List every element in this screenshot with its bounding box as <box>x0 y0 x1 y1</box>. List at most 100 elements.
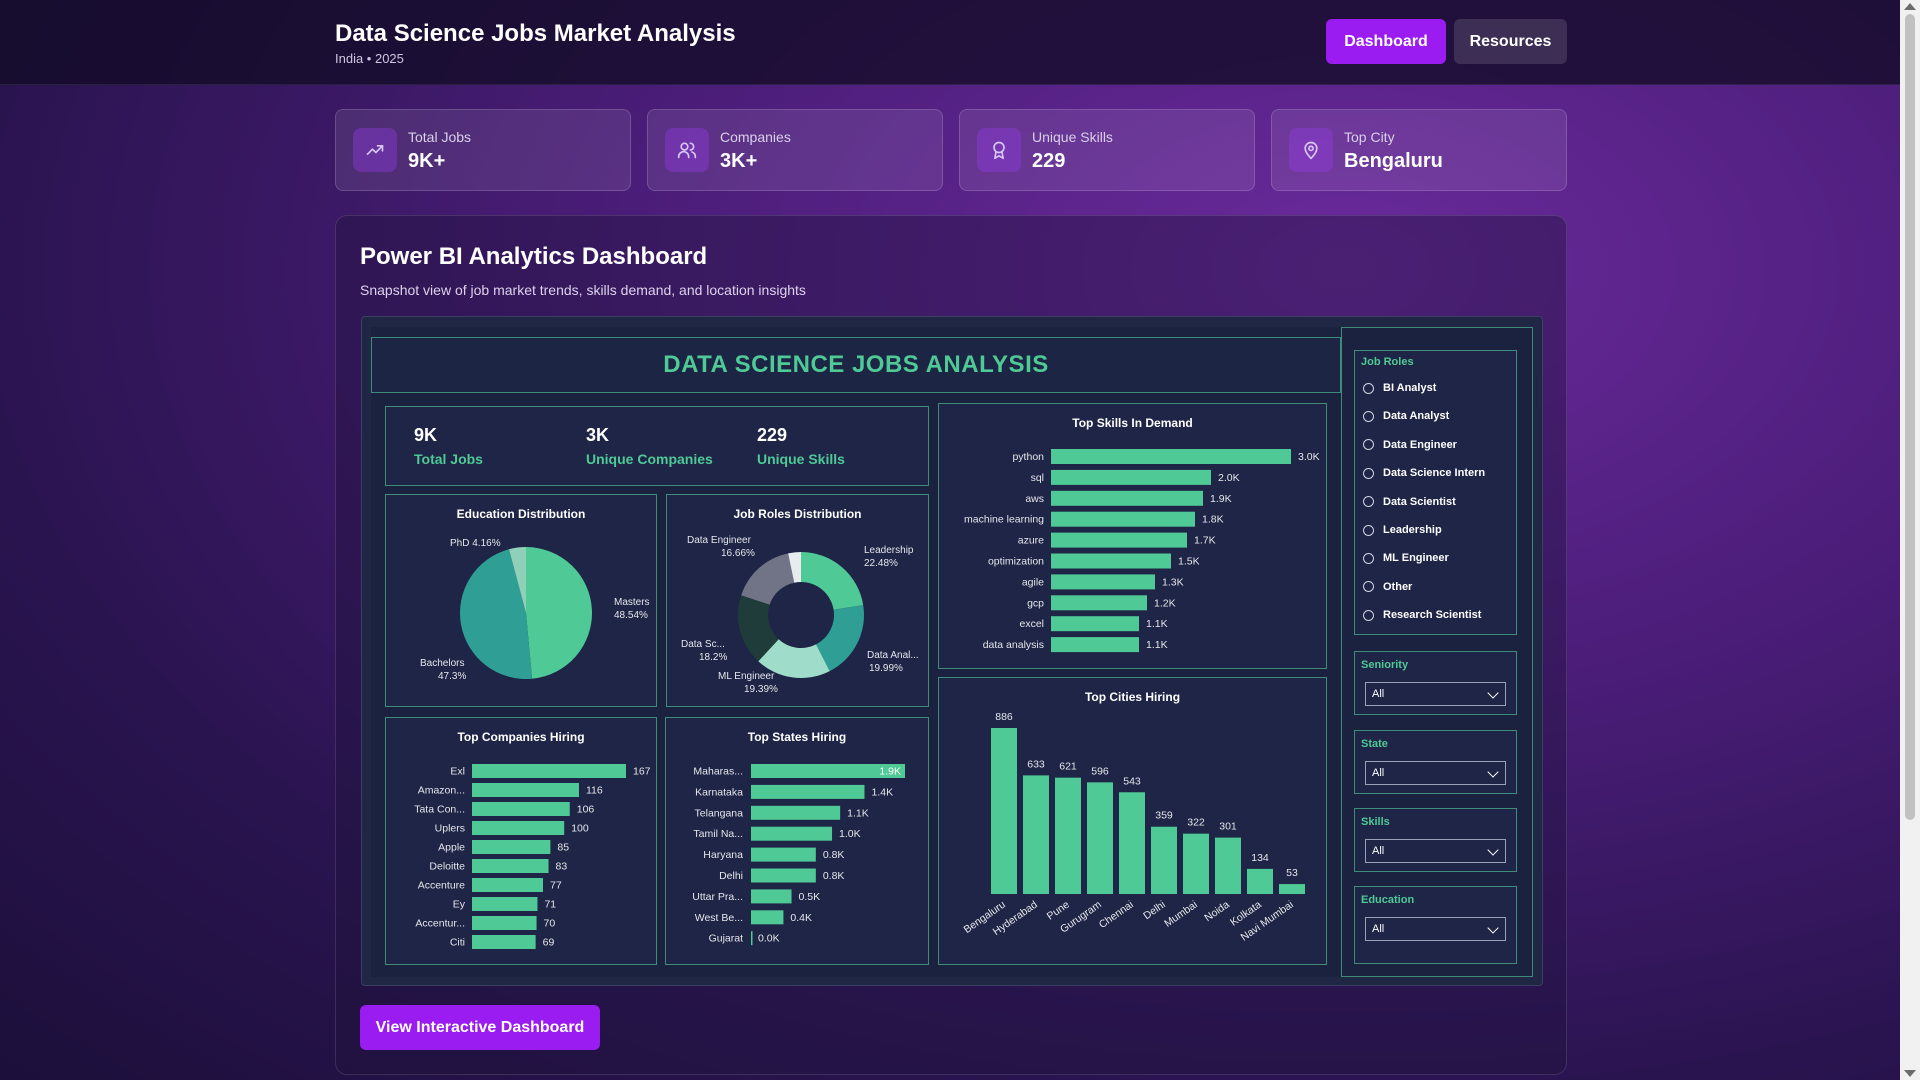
seniority-dropdown[interactable]: All <box>1365 682 1506 706</box>
radio-button-icon[interactable] <box>1363 382 1374 394</box>
job-role-option[interactable]: Leadership <box>1363 521 1442 539</box>
seniority-slicer: Seniority All <box>1354 651 1517 715</box>
slice-label: PhD 4.16% <box>450 538 501 549</box>
slice-label: Data Sc... <box>681 639 725 650</box>
scroll-thumb[interactable] <box>1905 14 1915 820</box>
kpi-label: Unique Companies <box>586 451 713 467</box>
bar-value-label: 1.1K <box>1146 618 1168 630</box>
radio-button-icon[interactable] <box>1363 581 1374 593</box>
radio-button-icon[interactable] <box>1363 439 1374 451</box>
job-role-option[interactable]: Other <box>1363 578 1412 596</box>
job-role-option[interactable]: Data Science Intern <box>1363 464 1485 482</box>
column-bar <box>991 728 1017 894</box>
bar-category-label: optimization <box>988 556 1044 568</box>
slice-label: Data Engineer <box>687 535 752 546</box>
bar-category-label: West Be... <box>695 912 743 924</box>
slice-label: 47.3% <box>438 671 466 682</box>
bar-value-label: 69 <box>543 937 555 949</box>
stat-value: 9K+ <box>408 150 446 172</box>
slice-label: Bachelors <box>420 658 464 669</box>
job-role-option[interactable]: Research Scientist <box>1363 606 1481 624</box>
job-role-option[interactable]: ML Engineer <box>1363 549 1449 567</box>
education-dropdown[interactable]: All <box>1365 917 1506 941</box>
slice-label: 16.66% <box>721 548 755 559</box>
page-scrollbar[interactable] <box>1900 0 1920 1080</box>
bar <box>751 826 833 841</box>
bar-category-label: Uplers <box>435 823 465 835</box>
radio-button-icon[interactable] <box>1363 524 1374 536</box>
job-role-option[interactable]: Data Analyst <box>1363 407 1449 425</box>
bar-value-label: 1.7K <box>1194 535 1216 547</box>
bar-value-label: 1.8K <box>1202 514 1224 526</box>
app-title: Data Science Jobs Market Analysis <box>335 20 736 47</box>
column-bar <box>1215 837 1241 894</box>
bar-value-label: 0.8K <box>823 849 845 861</box>
job-role-label: Data Analyst <box>1383 410 1450 423</box>
bar-category-label: Delhi <box>719 870 743 882</box>
kpi-value: 229 <box>757 425 788 445</box>
skills-dropdown[interactable]: All <box>1365 839 1506 863</box>
radio-button-icon[interactable] <box>1363 496 1374 508</box>
state-dropdown[interactable]: All <box>1365 761 1506 785</box>
scroll-down-arrow-icon[interactable] <box>1904 1070 1916 1077</box>
radio-button-icon[interactable] <box>1363 467 1374 479</box>
bar-category-label: agile <box>1022 576 1044 588</box>
slicer-title: Seniority <box>1361 659 1409 671</box>
bar <box>1051 490 1203 506</box>
column-bar <box>1247 868 1273 894</box>
job-role-option[interactable]: Data Engineer <box>1363 436 1457 454</box>
column-value-label: 633 <box>1027 758 1045 770</box>
donut-slice <box>788 552 801 583</box>
pie-slice-phd <box>508 547 526 613</box>
bar-value-label: 71 <box>544 899 556 911</box>
resources-button[interactable]: Resources <box>1454 19 1567 64</box>
x-axis-label: Chennai <box>1097 899 1136 931</box>
education-chart: Education Distribution Masters 48.54% Bach… <box>385 494 657 707</box>
job-role-option[interactable]: BI Analyst <box>1363 379 1436 397</box>
chevron-down-icon <box>1487 766 1499 778</box>
slice-label: Data Anal... <box>867 650 919 661</box>
dropdown-value: All <box>1372 923 1385 935</box>
radio-button-icon[interactable] <box>1363 410 1374 422</box>
bar-value-label: 1.2K <box>1154 597 1176 609</box>
slice-label: 18.2% <box>699 652 727 663</box>
scroll-up-arrow-icon[interactable] <box>1904 3 1916 10</box>
bar-value-label: 1.0K <box>839 828 861 840</box>
column-bar <box>1151 826 1177 894</box>
job-role-option[interactable]: Data Scientist <box>1363 493 1456 511</box>
bar <box>472 935 536 949</box>
stat-value: Bengaluru <box>1344 150 1443 172</box>
bar-category-label: sql <box>1031 472 1044 484</box>
donut-slice <box>816 605 864 672</box>
column-value-label: 301 <box>1219 821 1237 833</box>
bar <box>472 802 570 816</box>
column-bar <box>1119 792 1145 894</box>
column-value-label: 53 <box>1286 867 1298 879</box>
column-bar <box>1279 884 1305 894</box>
bar-category-label: machine learning <box>964 514 1044 526</box>
panel-description: Snapshot view of job market trends, skil… <box>360 282 806 298</box>
bar <box>751 847 816 862</box>
dropdown-value: All <box>1372 845 1385 857</box>
dashboard-button[interactable]: Dashboard <box>1326 19 1446 64</box>
education-slicer: Education All <box>1354 886 1517 964</box>
bar-category-label: data analysis <box>983 639 1044 651</box>
bar-value-label: 1.3K <box>1162 576 1184 588</box>
radio-button-icon[interactable] <box>1363 552 1374 564</box>
bar-value-label: 1.1K <box>1146 639 1168 651</box>
bar <box>472 821 565 835</box>
job-role-label: Leadership <box>1383 524 1442 536</box>
bar-value-label: 0.5K <box>799 891 821 903</box>
pie-slice-masters <box>526 547 593 679</box>
job-role-label: Data Engineer <box>1383 438 1457 451</box>
view-interactive-dashboard-button[interactable]: View Interactive Dashboard <box>360 1005 600 1050</box>
education-pie: Masters 48.54% Bachelors 47.3% PhD 4.16% <box>420 538 650 682</box>
column-value-label: 886 <box>995 711 1013 723</box>
slicer-title: Skills <box>1361 816 1390 828</box>
bar-value-label: 85 <box>557 842 569 854</box>
bar-category-label: Ey <box>453 899 466 911</box>
stat-label: Total Jobs <box>408 129 472 145</box>
bar-category-label: azure <box>1018 535 1044 547</box>
slice-label: 22.48% <box>864 558 898 569</box>
radio-button-icon[interactable] <box>1363 609 1374 621</box>
